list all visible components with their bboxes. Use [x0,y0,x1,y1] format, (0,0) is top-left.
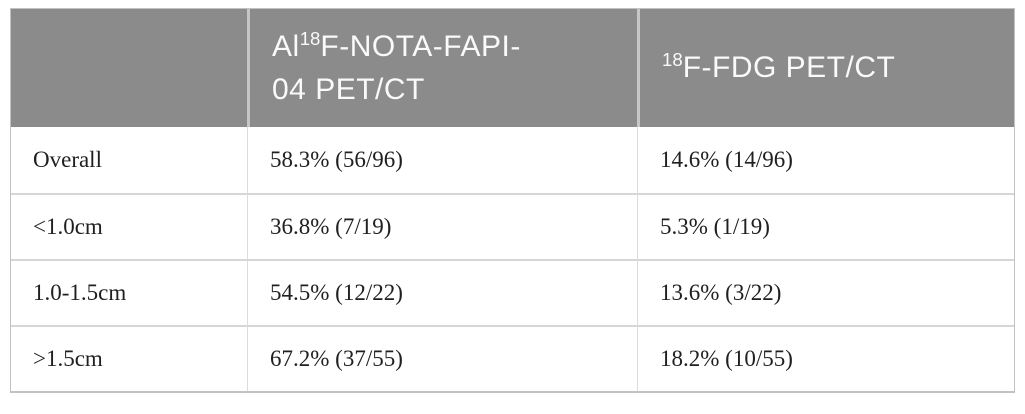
fapi-value-cell: 36.8% (7/19) [247,193,637,259]
fdg-value-cell: 5.3% (1/19) [637,193,1014,259]
row-label-cell: <1.0cm [11,193,247,259]
table-header-row: Al18F-NOTA-FAPI- 04 PET/CT 18F-FDG PET/C… [11,9,1014,127]
row-label-cell: Overall [11,127,247,193]
header-empty-cell [11,9,247,127]
table-row: <1.0cm 36.8% (7/19) 5.3% (1/19) [11,193,1014,259]
header-fapi-line2: 04 PET/CT [272,73,425,106]
isotope-18-superscript: 18 [299,27,321,49]
fapi-value-cell: 54.5% (12/22) [247,259,637,325]
isotope-18-superscript: 18 [662,49,683,71]
row-label-cell: >1.5cm [11,325,247,391]
fapi-value-cell: 58.3% (56/96) [247,127,637,193]
row-label-cell: 1.0-1.5cm [11,259,247,325]
header-fdg-label: 18F-FDG PET/CT [662,46,895,90]
header-fapi-line1: F-NOTA-FAPI- [320,29,521,63]
table-row: >1.5cm 67.2% (37/55) 18.2% (10/55) [11,325,1014,391]
header-fdg-pet-ct: 18F-FDG PET/CT [637,9,1014,127]
table-row: Overall 58.3% (56/96) 14.6% (14/96) [11,127,1014,193]
table-row: 1.0-1.5cm 54.5% (12/22) 13.6% (3/22) [11,259,1014,325]
fdg-value-cell: 18.2% (10/55) [637,325,1014,391]
fdg-value-cell: 13.6% (3/22) [637,259,1014,325]
results-table: Al18F-NOTA-FAPI- 04 PET/CT 18F-FDG PET/C… [11,9,1014,391]
header-fapi-pet-ct: Al18F-NOTA-FAPI- 04 PET/CT [247,9,637,127]
header-fapi-prefix: Al [272,29,300,63]
fapi-value-cell: 67.2% (37/55) [247,325,637,391]
detection-rate-table: Al18F-NOTA-FAPI- 04 PET/CT 18F-FDG PET/C… [10,8,1015,393]
header-fdg-text: F-FDG PET/CT [682,51,896,85]
header-fapi-label: Al18F-NOTA-FAPI- 04 PET/CT [272,25,521,112]
fdg-value-cell: 14.6% (14/96) [637,127,1014,193]
